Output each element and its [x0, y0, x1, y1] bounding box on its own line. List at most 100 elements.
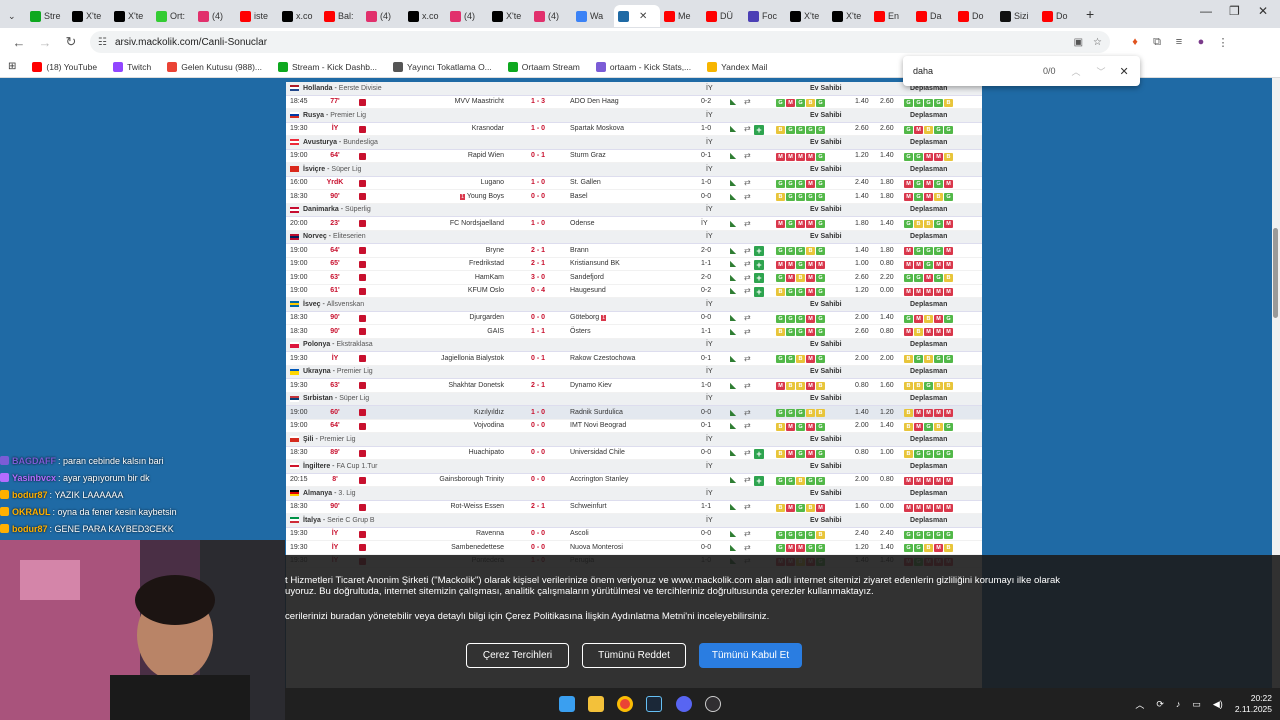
stats-pitch-icon[interactable]: ◣	[730, 529, 737, 539]
home-team[interactable]: Fredrikstad	[469, 260, 504, 267]
match-score[interactable]: 1 - 3	[530, 98, 545, 106]
match-score[interactable]: 1 - 0	[530, 219, 545, 227]
steam-icon[interactable]	[646, 696, 662, 712]
away-team[interactable]: Ascoli	[570, 530, 589, 537]
discord-icon[interactable]	[676, 696, 692, 712]
live-tv-icon[interactable]	[359, 152, 366, 160]
home-team[interactable]: Sambenedettese	[451, 544, 504, 551]
odds-arrows-icon[interactable]: ⇄	[744, 191, 751, 201]
match-row[interactable]: 16:00 YrdK Lugano 1 - 0 St. Gallen 1-0 ◣ ⇄ G G G M G…	[286, 177, 982, 190]
live-tv-icon[interactable]	[359, 98, 366, 106]
league-header[interactable]: Şili - Premier Lig İY Ev Sahibi Deplasman	[286, 433, 982, 447]
home-team[interactable]: 1 Young Boys	[460, 193, 504, 200]
find-prev-icon[interactable]: ︿	[1071, 66, 1081, 77]
odds-arrows-icon[interactable]: ⇄	[744, 151, 751, 161]
browser-tab[interactable]: Wa	[572, 5, 614, 27]
match-score[interactable]: 0 - 0	[530, 476, 545, 484]
browser-tab[interactable]: X'te	[68, 5, 110, 27]
live-tv-icon[interactable]	[359, 382, 366, 389]
league-header[interactable]: Rusya - Premier Lig İY Ev Sahibi Deplasman	[286, 109, 982, 123]
live-tv-icon[interactable]	[359, 409, 366, 416]
league-header[interactable]: Danimarka - Süperlig İY Ev Sahibi Deplasman	[286, 203, 982, 217]
page-scrollbar[interactable]	[1272, 78, 1280, 688]
odds-arrows-icon[interactable]: ⇄	[744, 407, 751, 417]
league-header[interactable]: Avusturya - Bundesliga İY Ev Sahibi Deplasm…	[286, 136, 982, 150]
back-button[interactable]: ←	[12, 34, 26, 50]
home-team[interactable]: Rapid Wien	[468, 152, 504, 159]
browser-tab[interactable]: Ort:	[152, 5, 194, 27]
find-input[interactable]: daha	[913, 66, 934, 76]
home-team[interactable]: Vojvodina	[474, 422, 504, 429]
page-icon[interactable]: ▣	[1073, 36, 1084, 48]
chrome-icon[interactable]	[617, 696, 633, 712]
league-header[interactable]: Sırbistan - Süper Lig İY Ev Sahibi Deplasma…	[286, 392, 982, 406]
stats-pitch-icon[interactable]: ◣	[730, 286, 737, 296]
odds-arrows-icon[interactable]: ⇄	[744, 97, 751, 107]
away-team[interactable]: Radnik Surdulica	[570, 409, 623, 416]
file-explorer-icon[interactable]	[588, 696, 604, 712]
bookmark-item[interactable]: (18) YouTube	[32, 61, 97, 72]
league-header[interactable]: İsveç - Allsvenskan İY Ev Sahibi Deplasman	[286, 298, 982, 312]
tab-search-button[interactable]: ⌄	[8, 10, 16, 21]
away-team[interactable]: Östers	[570, 328, 591, 335]
match-score[interactable]: 1 - 0	[530, 125, 545, 133]
live-tv-icon[interactable]	[359, 193, 366, 200]
extension-icon[interactable]: ♦	[1132, 36, 1138, 48]
home-team[interactable]: Krasnodar	[472, 125, 504, 132]
match-row[interactable]: 19:00 65' Fredrikstad 2 - 1 Kristiansund BK 1…	[286, 258, 982, 271]
stats-pitch-icon[interactable]: ◣	[730, 502, 737, 512]
away-team[interactable]: Nuova Monterosi	[570, 544, 623, 551]
tab-close-icon[interactable]: ✕	[639, 10, 648, 22]
browser-tab[interactable]: Bal:	[320, 5, 362, 27]
away-team[interactable]: Göteborg 1	[570, 314, 606, 322]
live-tv-icon[interactable]	[359, 328, 366, 335]
away-team[interactable]: Accrington Stanley	[570, 476, 628, 483]
browser-tab[interactable]: En	[870, 5, 912, 27]
odds-arrows-icon[interactable]: ⇄	[744, 313, 751, 323]
find-next-icon[interactable]: ﹀	[1096, 66, 1106, 77]
home-team[interactable]: Djurgarden	[469, 314, 504, 321]
away-team[interactable]: Sturm Graz	[570, 152, 606, 159]
live-tv-icon[interactable]	[359, 544, 366, 551]
odds-arrows-icon[interactable]: ⇄	[744, 380, 751, 390]
league-header[interactable]: Almanya - 3. Lig İY Ev Sahibi Deplasman	[286, 487, 982, 501]
odds-arrows-icon[interactable]: ⇄	[744, 326, 751, 336]
close-window-button[interactable]: ✕	[1258, 4, 1269, 18]
stats-pitch-icon[interactable]: ◣	[730, 326, 737, 336]
browser-tab[interactable]: Me	[660, 5, 702, 27]
league-header[interactable]: Hollanda - Eerste Divisie İY Ev Sahibi Depl…	[286, 82, 982, 96]
match-score[interactable]: 0 - 1	[530, 354, 545, 362]
odds-arrows-icon[interactable]: ⇄	[744, 448, 751, 458]
browser-tab[interactable]: DÜ	[702, 5, 744, 27]
live-tv-icon[interactable]	[359, 449, 366, 457]
browser-tab[interactable]: Da	[912, 5, 954, 27]
live-tv-icon[interactable]	[359, 287, 366, 295]
live-tv-icon[interactable]	[359, 274, 366, 281]
reload-button[interactable]: ↻	[65, 34, 77, 49]
league-header[interactable]: Norveç - Eliteserien İY Ev Sahibi Deplasman	[286, 230, 982, 244]
league-header[interactable]: İsviçre - Süper Lig İY Ev Sahibi Deplasman	[286, 163, 982, 177]
bookmark-item[interactable]: Yandex Mail	[707, 61, 767, 72]
odds-arrows-icon[interactable]: ⇄	[744, 259, 751, 269]
stats-pitch-icon[interactable]: ◣	[730, 407, 737, 417]
bookmark-item[interactable]: Gelen Kutusu (988)...	[167, 61, 262, 72]
match-row[interactable]: 19:00 60' Kızılyıldız 1 - 0 Radnik Surdulica…	[286, 406, 982, 420]
match-row[interactable]: 18:30 89' Huachipato 0 - 0 Universidad Chile…	[286, 447, 982, 460]
odds-arrows-icon[interactable]: ⇄	[744, 353, 751, 363]
away-team[interactable]: Kristiansund BK	[570, 260, 620, 267]
home-team[interactable]: KFUM Oslo	[468, 287, 504, 294]
away-team[interactable]: IMT Novi Beograd	[570, 422, 626, 429]
clock[interactable]: 20:22 2.11.2025	[1235, 693, 1272, 715]
home-team[interactable]: Lugano	[481, 179, 504, 186]
site-info-icon[interactable]: ☷	[98, 36, 107, 48]
match-row[interactable]: 19:30 63' Shakhtar Donetsk 2 - 1 Dynamo Kiev…	[286, 379, 982, 393]
away-team[interactable]: Dynamo Kiev	[570, 382, 612, 389]
league-header[interactable]: İngiltere - FA Cup 1.Tur İY Ev Sahibi Depla…	[286, 460, 982, 474]
home-team[interactable]: Bryne	[486, 247, 504, 254]
match-row[interactable]: 19:00 64' Vojvodina 0 - 0 IMT Novi Beograd 0-…	[286, 420, 982, 433]
odds-arrows-icon[interactable]: ⇄	[744, 178, 751, 188]
add-match-icon[interactable]: +	[754, 246, 764, 256]
away-team[interactable]: ADO Den Haag	[570, 98, 619, 105]
browser-tab[interactable]: iste	[236, 5, 278, 27]
cookie-preferences-button[interactable]: Çerez Tercihleri	[466, 643, 569, 668]
